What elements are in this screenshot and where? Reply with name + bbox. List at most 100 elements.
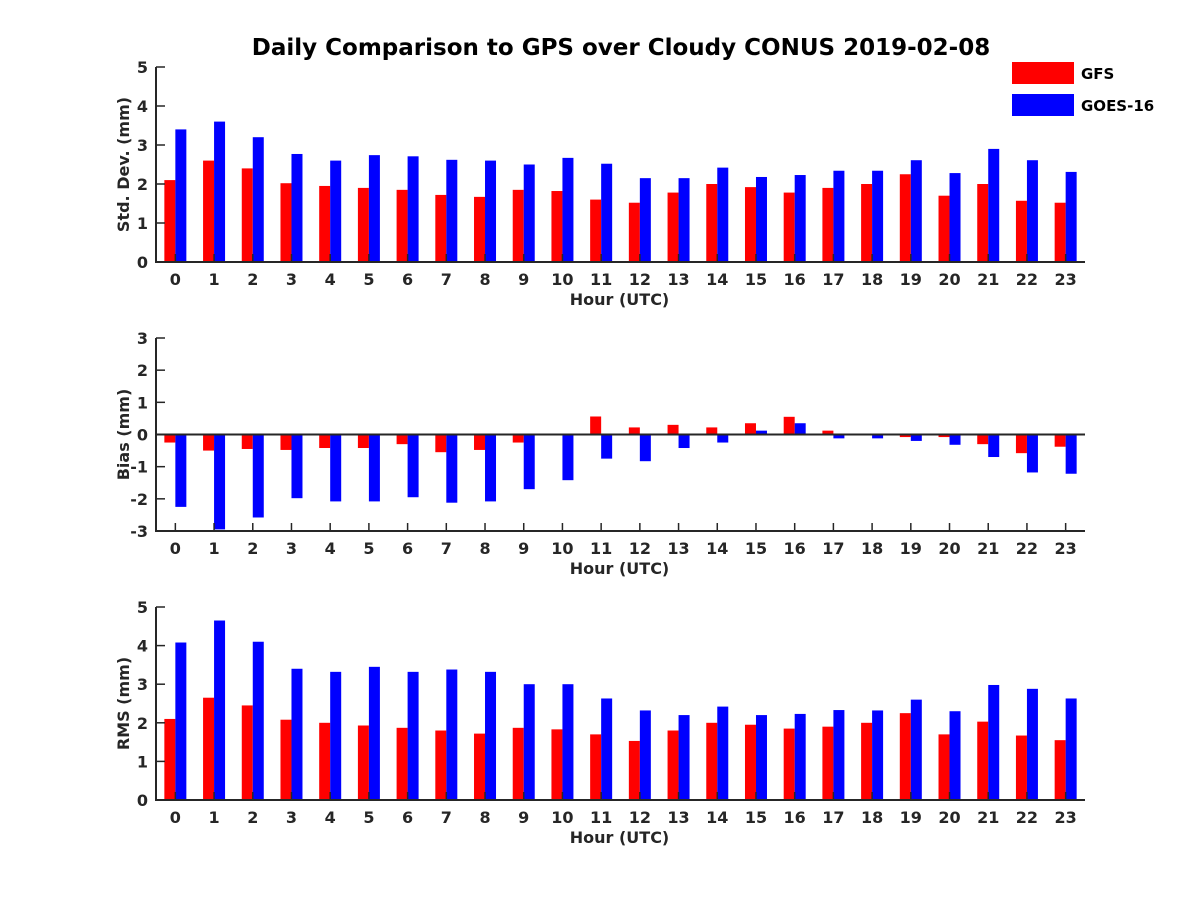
x-tick-label: 23 (1055, 539, 1077, 558)
bar-bias-gfs-20 (938, 434, 950, 438)
y-tick-label: -1 (130, 458, 148, 477)
x-tick-label: 1 (208, 808, 219, 827)
x-tick-label: 19 (900, 808, 922, 827)
bar-std-goes-16-4 (330, 160, 342, 262)
bar-std-goes-16-3 (291, 153, 303, 262)
x-tick-label: 10 (551, 808, 573, 827)
bar-rms-goes-16-20 (949, 711, 961, 800)
x-tick-label: 22 (1016, 808, 1038, 827)
x-tick-label: 3 (286, 539, 297, 558)
y-tick-label: 3 (137, 675, 148, 694)
x-tick-label: 16 (784, 539, 806, 558)
legend-item-gfs: GFS (1012, 62, 1114, 84)
y-tick-label: 5 (137, 58, 148, 77)
bar-std-gfs-11 (590, 199, 602, 262)
bar-rms-goes-16-11 (601, 698, 613, 800)
bar-rms-goes-16-15 (755, 715, 767, 800)
bar-bias-goes-16-10 (562, 434, 574, 481)
y-axis-label: Bias (mm) (114, 389, 133, 481)
x-axis-label: Hour (UTC) (570, 828, 670, 847)
x-tick-label: 16 (784, 808, 806, 827)
bar-std-gfs-16 (783, 192, 795, 262)
bar-rms-goes-16-13 (678, 715, 690, 800)
bar-rms-goes-16-23 (1065, 698, 1077, 800)
x-tick-label: 7 (441, 539, 452, 558)
bar-std-goes-16-21 (988, 148, 1000, 262)
bar-std-gfs-21 (977, 184, 989, 262)
bar-rms-goes-16-22 (1026, 688, 1038, 800)
bar-std-goes-16-7 (446, 159, 458, 262)
x-tick-label: 18 (861, 539, 883, 558)
bar-std-goes-16-23 (1065, 171, 1077, 262)
bar-rms-gfs-21 (977, 721, 989, 800)
x-tick-label: 9 (518, 539, 529, 558)
x-axis-label: Hour (UTC) (570, 559, 670, 578)
x-tick-label: 20 (938, 808, 960, 827)
x-tick-label: 3 (286, 270, 297, 289)
bar-rms-goes-16-9 (523, 684, 535, 800)
bar-rms-goes-16-7 (446, 669, 458, 800)
bar-rms-gfs-2 (241, 705, 253, 800)
x-tick-label: 12 (629, 270, 651, 289)
series-goes-16 (175, 423, 1077, 530)
x-tick-label: 21 (977, 539, 999, 558)
x-tick-label: 4 (325, 270, 336, 289)
bar-bias-gfs-14 (706, 427, 718, 435)
bar-bias-goes-16-12 (639, 434, 651, 462)
x-tick-label: 2 (247, 539, 258, 558)
bar-bias-goes-16-2 (252, 434, 264, 518)
bar-std-goes-16-5 (368, 155, 380, 262)
bar-rms-gfs-14 (706, 722, 718, 800)
x-tick-label: 14 (706, 539, 728, 558)
bar-rms-gfs-20 (938, 734, 950, 800)
y-tick-label: 2 (137, 714, 148, 733)
bar-bias-gfs-4 (319, 434, 331, 449)
x-tick-label: 20 (938, 270, 960, 289)
bar-rms-goes-16-5 (368, 666, 380, 800)
bar-rms-gfs-3 (280, 719, 292, 800)
legend-swatch (1012, 94, 1074, 116)
y-tick-label: 2 (137, 361, 148, 380)
y-tick-label: 3 (137, 329, 148, 348)
x-tick-label: 2 (247, 808, 258, 827)
bar-rms-goes-16-18 (872, 710, 884, 800)
bar-rms-gfs-17 (822, 726, 834, 800)
x-tick-label: 14 (706, 808, 728, 827)
y-tick-label: 1 (137, 393, 148, 412)
x-tick-label: 19 (900, 270, 922, 289)
bar-std-gfs-3 (280, 183, 292, 262)
x-tick-label: 12 (629, 539, 651, 558)
bar-std-gfs-20 (938, 195, 950, 262)
bar-bias-gfs-19 (899, 434, 911, 438)
y-tick-label: 0 (137, 791, 148, 810)
x-tick-label: 17 (822, 808, 844, 827)
series-goes-16 (175, 121, 1077, 262)
x-tick-label: 21 (977, 808, 999, 827)
x-tick-label: 5 (363, 808, 374, 827)
bar-rms-goes-16-2 (252, 641, 264, 800)
y-tick-label: 0 (137, 426, 148, 445)
bar-std-goes-16-15 (755, 176, 767, 262)
y-axis-label: RMS (mm) (114, 657, 133, 750)
bar-rms-gfs-12 (628, 740, 640, 800)
x-tick-label: 0 (170, 270, 181, 289)
bar-rms-goes-16-19 (910, 699, 922, 800)
x-tick-label: 9 (518, 808, 529, 827)
legend-label: GOES-16 (1081, 97, 1154, 115)
bar-std-gfs-14 (706, 184, 718, 262)
x-tick-label: 23 (1055, 808, 1077, 827)
bar-rms-goes-16-4 (330, 671, 342, 800)
bar-std-goes-16-2 (252, 137, 264, 262)
y-tick-label: 2 (137, 175, 148, 194)
bar-std-goes-16-6 (407, 156, 419, 262)
x-tick-label: 18 (861, 270, 883, 289)
x-tick-label: 19 (900, 539, 922, 558)
series-goes-16 (175, 620, 1077, 800)
x-tick-label: 7 (441, 808, 452, 827)
bar-rms-goes-16-1 (214, 620, 226, 800)
x-tick-label: 1 (208, 270, 219, 289)
bar-rms-gfs-23 (1054, 740, 1066, 800)
